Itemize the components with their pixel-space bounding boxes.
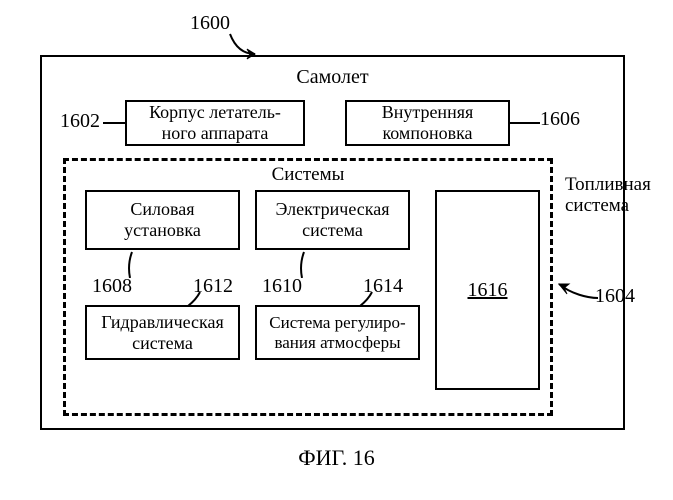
hydraulic-line1: Гидравлическая — [101, 312, 224, 333]
box-fuel: 1616 — [435, 190, 540, 390]
figure-caption: ФИГ. 16 — [0, 445, 673, 471]
propulsion-line1: Силовая — [130, 199, 194, 220]
interior-line1: Внутренняя — [382, 102, 474, 123]
hydraulic-line2: система — [132, 333, 193, 354]
electrical-line2: система — [302, 220, 363, 241]
diagram-canvas: 1600 Самолет Корпус летатель- ного аппар… — [0, 0, 673, 500]
env-line2: вания атмосферы — [274, 333, 400, 353]
fuel-side-label: Топливная система — [565, 175, 651, 217]
box-electrical: Электрическая система — [255, 190, 410, 250]
airframe-line1: Корпус летатель- — [149, 102, 281, 123]
box-hydraulic: Гидравлическая система — [85, 305, 240, 360]
leader-1604 — [553, 280, 603, 304]
systems-title: Системы — [63, 164, 553, 186]
ref-1600: 1600 — [190, 12, 230, 35]
fuel-side1: Топливная — [565, 174, 651, 195]
box-environmental: Система регулиро- вания атмосферы — [255, 305, 420, 360]
ref-1608: 1608 — [92, 275, 132, 298]
leader-1602 — [103, 118, 127, 128]
propulsion-line2: установка — [124, 220, 201, 241]
leader-1612 — [185, 292, 205, 308]
box-propulsion: Силовая установка — [85, 190, 240, 250]
env-line1: Система регулиро- — [269, 313, 405, 333]
ref-1606: 1606 — [540, 108, 580, 131]
leader-1608 — [120, 250, 140, 278]
airframe-line2: ного аппарата — [162, 123, 269, 144]
electrical-line1: Электрическая — [275, 199, 389, 220]
interior-line2: компоновка — [382, 123, 472, 144]
box-airframe: Корпус летатель- ного аппарата — [125, 100, 305, 146]
leader-1610 — [292, 250, 312, 278]
ref-1602: 1602 — [60, 110, 100, 133]
outer-title: Самолет — [40, 66, 625, 89]
fuel-side2: система — [565, 195, 629, 216]
box-interior: Внутренняя компоновка — [345, 100, 510, 146]
leader-1614 — [357, 292, 377, 308]
leader-1606 — [510, 118, 540, 128]
fuel-ref: 1616 — [468, 279, 508, 302]
ref-1610: 1610 — [262, 275, 302, 298]
